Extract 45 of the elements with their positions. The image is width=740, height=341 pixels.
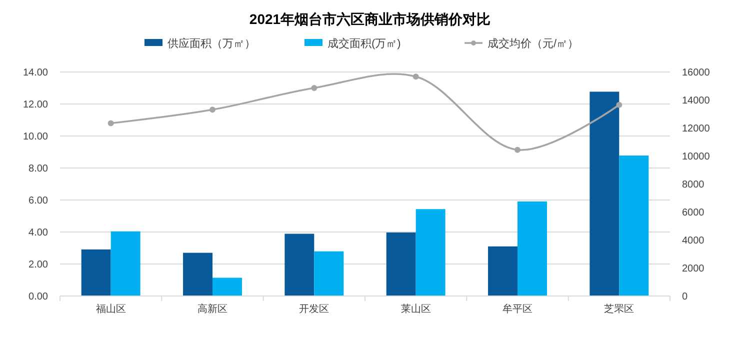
y2-tick-label: 0	[682, 292, 688, 302]
y-tick-label: 0.00	[28, 292, 48, 302]
y2-tick-label: 12000	[682, 124, 710, 134]
point	[616, 102, 622, 108]
y2-tick-label: 14000	[682, 96, 710, 106]
y2-tick-label: 6000	[682, 208, 705, 218]
y2-tick-label: 16000	[682, 68, 710, 78]
bar	[518, 201, 547, 296]
y2-tick-label: 8000	[682, 180, 705, 190]
bar	[386, 232, 416, 296]
legend-label: 成交面积(万㎡)	[328, 37, 401, 50]
bar	[314, 251, 344, 296]
y2-tick-label: 4000	[682, 236, 705, 246]
legend-label: 供应面积（万㎡）	[168, 37, 256, 50]
point	[210, 106, 216, 113]
x-tick-label: 牟平区	[502, 303, 532, 315]
bar	[81, 249, 111, 296]
y2-tick-label: 2000	[682, 264, 705, 274]
bar	[619, 156, 649, 296]
x-tick-label: 芝罘区	[604, 303, 634, 315]
point	[108, 120, 114, 126]
y-tick-label: 14.00	[22, 68, 48, 78]
bar	[416, 209, 446, 296]
point	[311, 84, 318, 91]
bar	[110, 231, 140, 296]
y-tick-label: 6.00	[28, 196, 48, 206]
y-tick-label: 8.00	[28, 164, 48, 174]
y-tick-label: 4.00	[28, 228, 48, 238]
y-tick-label: 2.00	[28, 260, 48, 270]
bar	[590, 92, 620, 296]
x-tick-label: 福山区	[96, 303, 126, 315]
bar	[212, 278, 242, 296]
bar	[284, 234, 314, 296]
chart-title: 2021年烟台市六区商业市场供销价对比	[249, 11, 491, 27]
point	[412, 74, 419, 80]
x-tick-label: 开发区	[299, 304, 330, 315]
x-tick-label: 莱山区	[400, 303, 431, 315]
bar	[183, 252, 212, 296]
x-tick-label: 高新区	[198, 303, 228, 315]
point	[514, 146, 520, 153]
bar	[488, 246, 518, 296]
legend-label: 成交均价（元/㎡）	[488, 37, 579, 50]
y2-tick-label: 10000	[682, 152, 710, 162]
y-tick-label: 12.00	[22, 100, 48, 110]
y-tick-label: 10.00	[22, 132, 48, 142]
